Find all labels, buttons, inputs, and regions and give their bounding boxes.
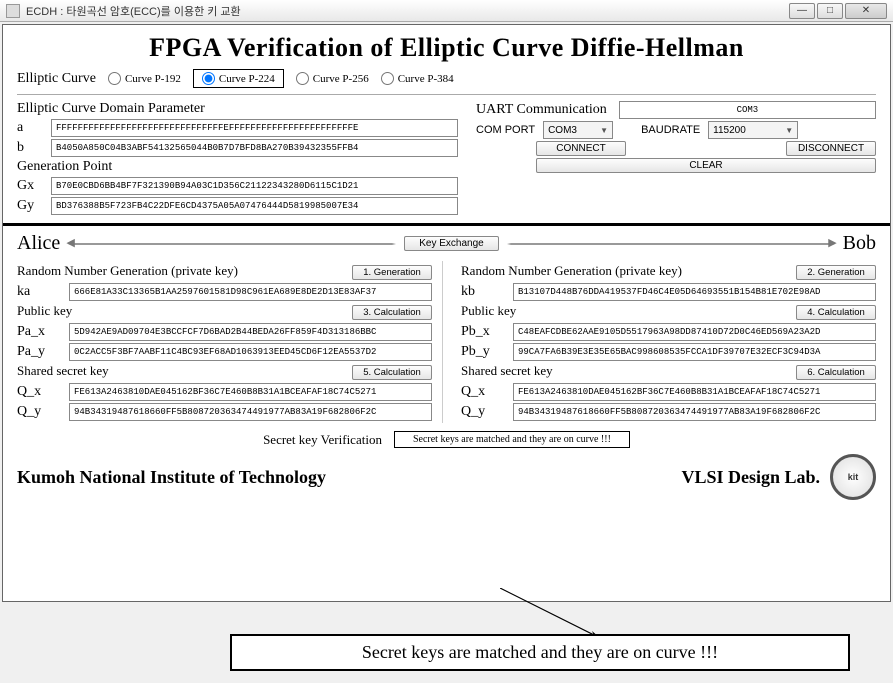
param-gy-field[interactable]: BD376388B5F723FB4C22DFE6CD4375A05A074764…	[51, 197, 458, 215]
alice-qy-field[interactable]: 94B34319487618660FF5B808720363474491977A…	[69, 403, 432, 421]
page-title: FPGA Verification of Elliptic Curve Diff…	[17, 33, 876, 63]
param-a-field[interactable]: FFFFFFFFFFFFFFFFFFFFFFFFFFFFFFFEFFFFFFFF…	[51, 119, 458, 137]
bob-shared-button[interactable]: 6. Calculation	[796, 365, 876, 380]
bob-rng-title: Random Number Generation (private key)	[461, 263, 682, 279]
kb-label: kb	[461, 284, 513, 300]
param-a-label: a	[17, 120, 51, 136]
alice-gen-button[interactable]: 1. Generation	[352, 265, 432, 280]
alice-rng-title: Random Number Generation (private key)	[17, 263, 238, 279]
pby-field[interactable]: 99CA7FA6B39E3E35E65BAC998608535FCCA1DF39…	[513, 343, 876, 361]
pay-field[interactable]: 0C2ACC5F3BF7AABF11C4BC93EF68AD1063913EED…	[69, 343, 432, 361]
verify-message: Secret keys are matched and they are on …	[394, 431, 630, 448]
param-b-label: b	[17, 140, 51, 156]
institute-name: Kumoh National Institute of Technology	[17, 467, 326, 488]
alice-qx-label: Q_x	[17, 384, 69, 400]
main-content: FPGA Verification of Elliptic Curve Diff…	[2, 24, 891, 602]
bob-qy-label: Q_y	[461, 404, 513, 420]
curve-label: Elliptic Curve	[17, 71, 96, 87]
pbx-field[interactable]: C48EAFCDBE62AAE9105D5517963A98DD87410D72…	[513, 323, 876, 341]
alice-pub-title: Public key	[17, 303, 72, 319]
ka-field[interactable]: 666E81A33C13365B1AA2597601581D98C961EA68…	[69, 283, 432, 301]
curve-p224-radio[interactable]: Curve P-224	[193, 69, 284, 88]
kit-logo-icon: kit	[830, 454, 876, 500]
pax-field[interactable]: 5D942AE9AD09704E3BCCFCF7D6BAD2B44BEDA26F…	[69, 323, 432, 341]
arrow-left-icon	[68, 243, 396, 245]
curve-selector-row: Elliptic Curve Curve P-192 Curve P-224 C…	[17, 69, 876, 88]
bob-qy-field[interactable]: 94B34319487618660FF5B808720363474491977A…	[513, 403, 876, 421]
pay-label: Pa_y	[17, 344, 69, 360]
close-button[interactable]: ✕	[845, 3, 887, 19]
kb-field[interactable]: B13107D448B76DDA419537FD46C4E05D64693551…	[513, 283, 876, 301]
window-titlebar: ECDH : 타원곡선 암호(ECC)를 이용한 키 교환 — □ ✕	[0, 0, 893, 22]
genpoint-title: Generation Point	[17, 159, 458, 175]
pax-label: Pa_x	[17, 324, 69, 340]
alice-pub-button[interactable]: 3. Calculation	[352, 305, 432, 320]
uart-title: UART Communication	[476, 102, 607, 118]
curve-p192-radio[interactable]: Curve P-192	[108, 72, 181, 85]
clear-button[interactable]: CLEAR	[536, 158, 876, 173]
baudrate-select[interactable]: 115200▼	[708, 121, 798, 139]
alice-label: Alice	[17, 232, 60, 255]
chevron-down-icon: ▼	[785, 126, 793, 135]
connect-button[interactable]: CONNECT	[536, 141, 626, 156]
curve-p256-radio[interactable]: Curve P-256	[296, 72, 369, 85]
minimize-button[interactable]: —	[789, 3, 815, 19]
comport-select[interactable]: COM3▼	[543, 121, 613, 139]
pby-label: Pb_y	[461, 344, 513, 360]
bob-shared-title: Shared secret key	[461, 363, 553, 379]
chevron-down-icon: ▼	[600, 126, 608, 135]
bob-gen-button[interactable]: 2. Generation	[796, 265, 876, 280]
bob-qx-field[interactable]: FE613A2463810DAE045162BF36C7E460B8B31A1B…	[513, 383, 876, 401]
bob-label: Bob	[843, 232, 876, 255]
bob-qx-label: Q_x	[461, 384, 513, 400]
key-exchange-button[interactable]: Key Exchange	[404, 236, 499, 251]
pbx-label: Pb_x	[461, 324, 513, 340]
callout-box: Secret keys are matched and they are on …	[230, 634, 850, 671]
verify-label: Secret key Verification	[263, 432, 382, 448]
domain-param-title: Elliptic Curve Domain Parameter	[17, 101, 458, 117]
alice-shared-title: Shared secret key	[17, 363, 109, 379]
param-gx-field[interactable]: B70E0CBD6BB4BF7F321390B94A03C1D356C21122…	[51, 177, 458, 195]
lab-name: VLSI Design Lab.	[681, 467, 820, 488]
window-title: ECDH : 타원곡선 암호(ECC)를 이용한 키 교환	[26, 3, 241, 19]
baudrate-label: BAUDRATE	[641, 124, 700, 136]
uart-status-field[interactable]: COM3	[619, 101, 876, 119]
param-gx-label: Gx	[17, 178, 51, 194]
app-icon	[6, 4, 20, 18]
curve-p384-radio[interactable]: Curve P-384	[381, 72, 454, 85]
maximize-button[interactable]: □	[817, 3, 843, 19]
alice-qx-field[interactable]: FE613A2463810DAE045162BF36C7E460B8B31A1B…	[69, 383, 432, 401]
bob-pub-title: Public key	[461, 303, 516, 319]
alice-qy-label: Q_y	[17, 404, 69, 420]
param-gy-label: Gy	[17, 198, 51, 214]
disconnect-button[interactable]: DISCONNECT	[786, 141, 876, 156]
ka-label: ka	[17, 284, 69, 300]
bob-pub-button[interactable]: 4. Calculation	[796, 305, 876, 320]
alice-shared-button[interactable]: 5. Calculation	[352, 365, 432, 380]
arrow-right-icon	[507, 243, 835, 245]
param-b-field[interactable]: B4050A850C04B3ABF54132565044B0B7D7BFD8BA…	[51, 139, 458, 157]
comport-label: COM PORT	[476, 124, 535, 136]
